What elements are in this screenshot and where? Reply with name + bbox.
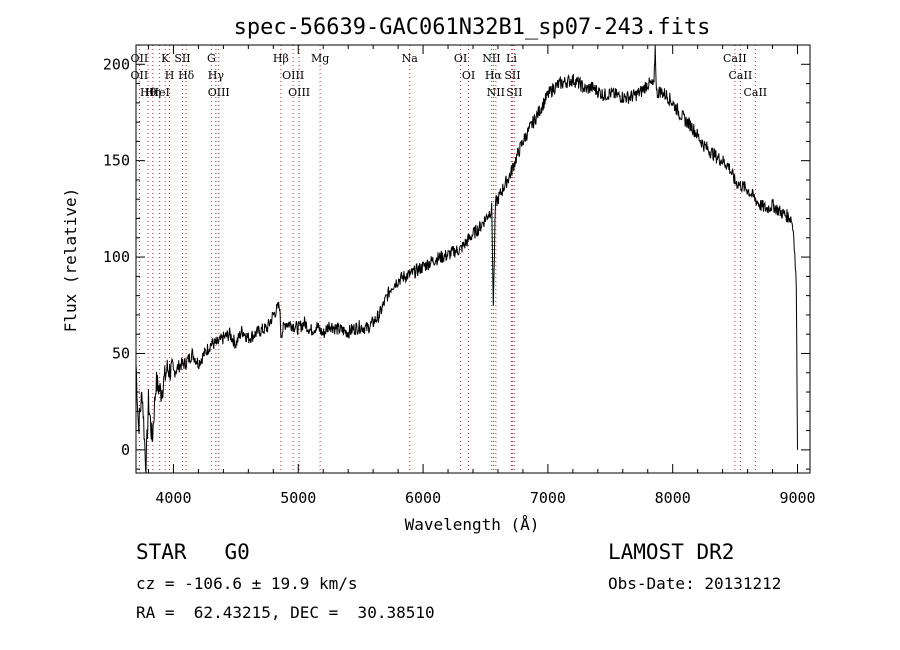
spectral-line-label: CaII: [723, 52, 747, 65]
spectral-line-label: Li: [506, 52, 517, 65]
redshift-text: cz = -106.6 ± 19.9 km/s: [136, 574, 358, 593]
chart-title: spec-56639-GAC061N32B1_sp07-243.fits: [234, 15, 711, 40]
y-tick-label: 0: [121, 441, 130, 459]
spectral-line-label: CaII: [729, 69, 753, 82]
x-tick-label: 5000: [280, 489, 316, 507]
spectral-line-label: SII: [174, 52, 190, 65]
spectral-line-label: NII: [482, 52, 500, 65]
obs-date-text: Obs-Date: 20131212: [608, 574, 782, 593]
spectral-line-label: Hβ: [273, 52, 289, 65]
spectral-line-label: OIII: [208, 86, 230, 99]
axis-ticks: 4000 5000 6000 7000 8000 9000 0 50 100 150 200: [103, 44, 816, 507]
y-tick-label: 150: [103, 152, 130, 170]
object-class: STAR G0: [136, 540, 250, 564]
spectral-line-label: Na: [402, 52, 419, 65]
spectral-line-label: OIII: [288, 86, 310, 99]
y-tick-label: 100: [103, 248, 130, 266]
spectral-line-label: Hθ: [140, 86, 157, 99]
spectral-line-label: K: [161, 52, 170, 65]
spectral-line-markers: [138, 45, 756, 473]
subclass-label: G0: [224, 540, 250, 564]
spectral-line-label: Hδ: [178, 69, 195, 82]
spectrum-line: [135, 44, 798, 474]
spectral-line-label: CaII: [743, 86, 767, 99]
spectral-line-label: SII: [504, 69, 520, 82]
x-tick-label: 7000: [530, 489, 566, 507]
spectral-line-label: Hγ: [208, 69, 225, 82]
x-tick-label: 6000: [405, 489, 441, 507]
spectral-line-label: OI: [454, 52, 467, 65]
spectral-line-label: Mg: [311, 52, 329, 65]
spectral-line-label: NII: [487, 86, 505, 99]
spectral-line-label: H: [165, 69, 175, 82]
survey-label: LAMOST DR2: [608, 540, 735, 564]
class-label: STAR: [136, 540, 187, 564]
spectral-line-label: G: [207, 52, 216, 65]
x-tick-label: 8000: [655, 489, 691, 507]
coordinates-text: RA = 62.43215, DEC = 30.38510: [136, 603, 435, 622]
x-tick-label: 9000: [779, 489, 815, 507]
spectral-line-label: OI: [462, 69, 475, 82]
spectral-line-label: SII: [506, 86, 522, 99]
plot-frame: [135, 44, 811, 474]
spectral-line-label: Hη: [145, 86, 161, 99]
spectrum-chart: spec-56639-GAC061N32B1_sp07-243.fits OII…: [61, 15, 816, 534]
y-tick-label: 200: [103, 55, 130, 73]
spectral-line-label: OII: [131, 69, 149, 82]
x-tick-label: 4000: [155, 489, 191, 507]
y-axis-label: Flux (relative): [61, 188, 80, 333]
spectral-line-label: Hα: [485, 69, 503, 82]
y-tick-label: 50: [112, 344, 130, 362]
spectral-line-label: OIII: [282, 69, 304, 82]
spectral-line-label: OII: [131, 52, 149, 65]
spectral-line-label: HeI: [149, 86, 169, 99]
x-axis-label: Wavelength (Å): [405, 515, 540, 534]
